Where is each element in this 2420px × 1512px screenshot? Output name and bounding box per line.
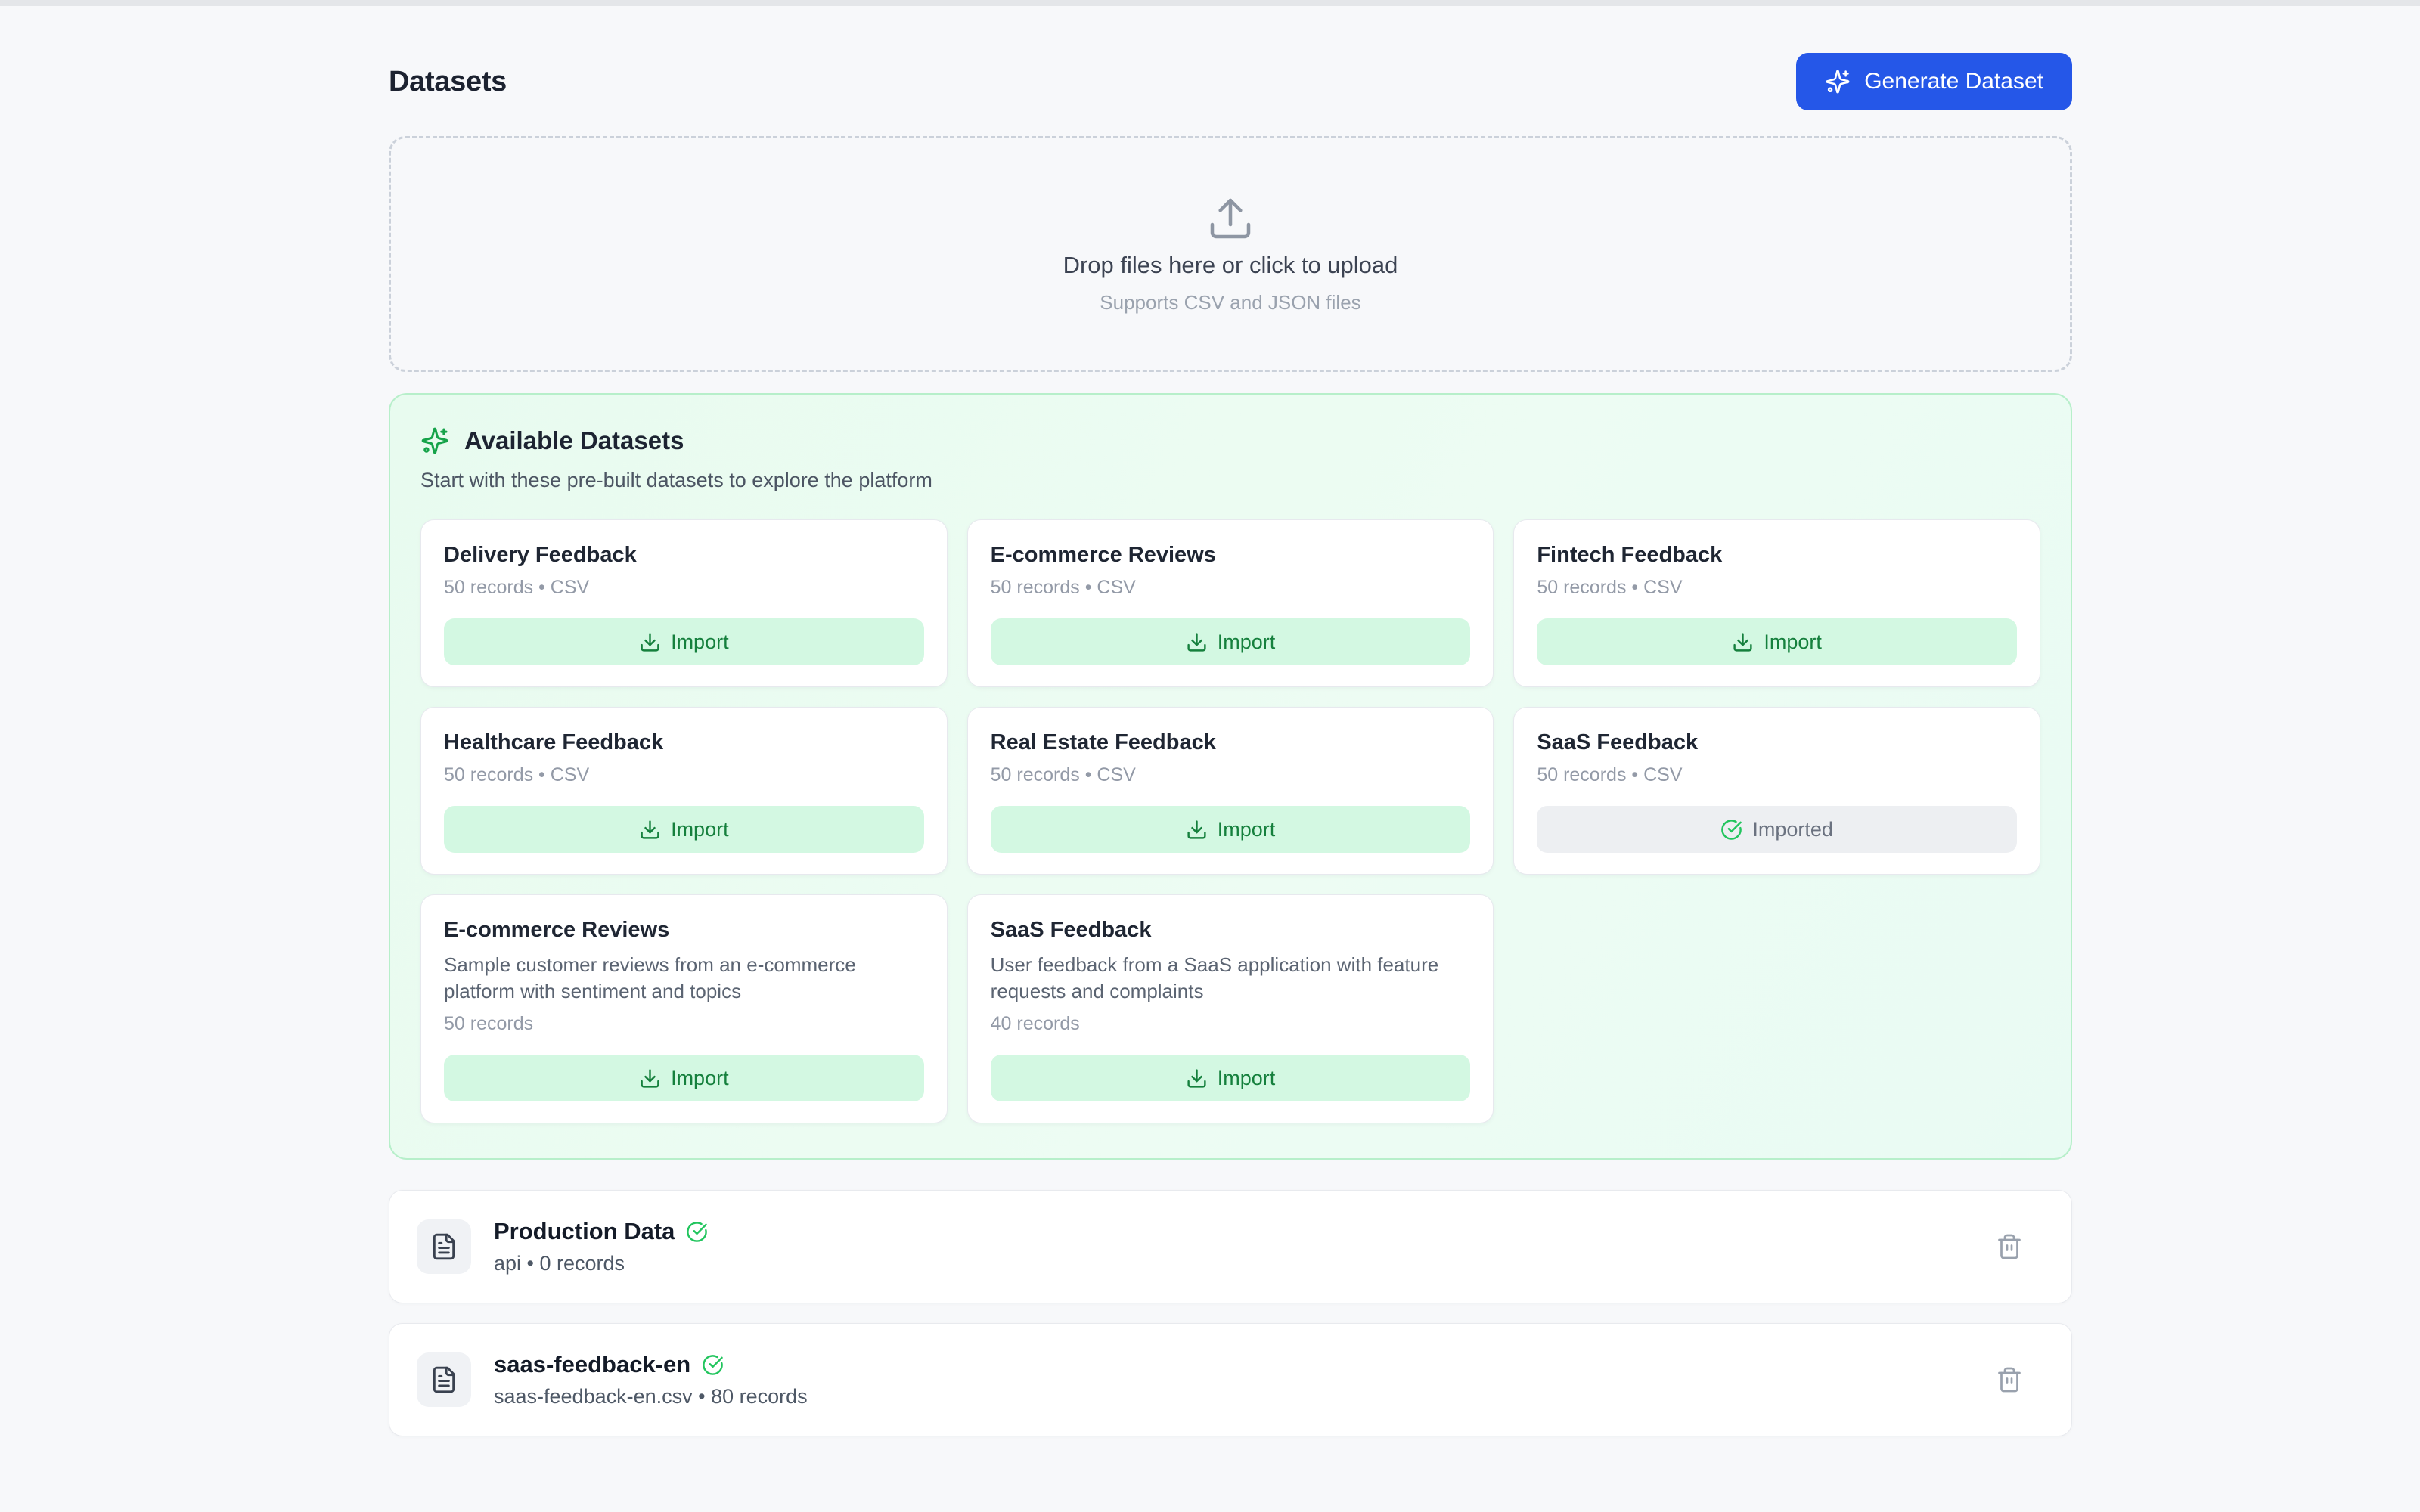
file-dropzone[interactable]: Drop files here or click to upload Suppo…: [389, 136, 2072, 372]
dataset-card-title: E-commerce Reviews: [444, 918, 670, 942]
import-label: Import: [671, 817, 729, 841]
download-icon: [1186, 631, 1208, 653]
dataset-card: E-commerce Reviews 50 records • CSV Import: [966, 519, 1494, 687]
dataset-card-title: SaaS Feedback: [1537, 730, 1699, 754]
import-button[interactable]: Import: [444, 1055, 924, 1102]
dataset-card-title: Real Estate Feedback: [990, 730, 1216, 754]
dataset-list: Production Data api • 0 records saas-feedb…: [389, 1190, 2072, 1459]
dataset-card: E-commerce Reviews Sample customer review…: [420, 894, 948, 1124]
import-button[interactable]: Import: [444, 618, 924, 665]
download-icon: [1186, 819, 1208, 841]
file-icon: [417, 1352, 471, 1408]
trash-icon: [1996, 1233, 2023, 1260]
download-icon: [639, 1067, 661, 1089]
dataset-card-meta: 50 records • CSV: [1537, 764, 1683, 785]
dropzone-title: Drop files here or click to upload: [1063, 251, 1398, 278]
check-circle-icon: [702, 1354, 724, 1376]
generate-dataset-button[interactable]: Generate Dataset: [1796, 53, 2072, 110]
dataset-card-meta: 50 records • CSV: [990, 764, 1136, 785]
dataset-card: Healthcare Feedback 50 records • CSV Impor…: [420, 707, 948, 875]
import-label: Import: [671, 630, 729, 653]
dataset-card-description: User feedback from a SaaS application wi…: [990, 953, 1439, 1002]
dataset-card: Real Estate Feedback 50 records • CSV Impo…: [966, 707, 1494, 875]
available-datasets-title: Available Datasets: [464, 426, 684, 454]
imported-label: Imported: [1752, 817, 1833, 841]
import-label: Import: [671, 1066, 729, 1089]
upload-icon: [1206, 194, 1255, 243]
dataset-row-text: Production Data api • 0 records: [494, 1218, 708, 1275]
dataset-card-meta: 50 records • CSV: [1537, 577, 1683, 598]
dataset-card-meta: 50 records • CSV: [444, 577, 590, 598]
file-icon: [417, 1219, 471, 1275]
dataset-card: Delivery Feedback 50 records • CSV Import: [420, 519, 948, 687]
available-datasets-panel: Available Datasets Start with these pre-…: [389, 393, 2072, 1160]
import-label: Import: [1764, 630, 1822, 653]
dataset-card-meta: 50 records: [444, 1013, 534, 1035]
dataset-card-title: SaaS Feedback: [990, 918, 1152, 942]
dataset-card-meta: 50 records • CSV: [444, 764, 590, 785]
import-button[interactable]: Import: [990, 618, 1471, 665]
download-icon: [639, 819, 661, 841]
dataset-card-title: Delivery Feedback: [444, 543, 637, 567]
imported-status-button: Imported: [1537, 806, 2017, 853]
dataset-row[interactable]: Production Data api • 0 records: [389, 1190, 2072, 1304]
available-datasets-grid: Delivery Feedback 50 records • CSV Import E…: [420, 519, 2040, 1124]
page-title: Datasets: [389, 65, 507, 98]
import-button[interactable]: Import: [990, 806, 1471, 853]
dataset-name: saas-feedback-en: [494, 1351, 691, 1378]
dropzone-subtitle: Supports CSV and JSON files: [1100, 290, 1361, 314]
available-datasets-header: Available Datasets: [420, 426, 2040, 455]
dataset-card: Fintech Feedback 50 records • CSV Import: [1513, 519, 2040, 687]
dataset-row[interactable]: saas-feedback-en saas-feedback-en.csv • 8…: [389, 1323, 2072, 1437]
dataset-card-description: Sample customer reviews from an e-commer…: [444, 953, 856, 1002]
generate-dataset-label: Generate Dataset: [1864, 69, 2043, 94]
dataset-row-text: saas-feedback-en saas-feedback-en.csv • 8…: [494, 1351, 808, 1408]
dataset-row-name-row: Production Data: [494, 1218, 708, 1245]
import-button[interactable]: Import: [444, 806, 924, 853]
dataset-card: SaaS Feedback User feedback from a SaaS a…: [966, 894, 1494, 1124]
top-divider: [0, 0, 2420, 6]
dataset-card-title: Fintech Feedback: [1537, 543, 1723, 567]
dataset-card-meta: 40 records: [990, 1013, 1080, 1035]
dataset-name: Production Data: [494, 1218, 675, 1245]
dataset-card: SaaS Feedback 50 records • CSV Imported: [1513, 707, 2040, 875]
dataset-card-meta: 50 records • CSV: [990, 577, 1136, 598]
import-label: Import: [1217, 817, 1276, 841]
import-label: Import: [1217, 630, 1276, 653]
delete-dataset-button[interactable]: [1990, 1227, 2029, 1266]
trash-icon: [1996, 1366, 2023, 1393]
dataset-row-name-row: saas-feedback-en: [494, 1351, 808, 1378]
check-circle-icon: [686, 1221, 708, 1243]
dataset-card-title: E-commerce Reviews: [990, 543, 1216, 567]
available-datasets-subtitle: Start with these pre-built datasets to e…: [420, 469, 932, 491]
download-icon: [1186, 1067, 1208, 1089]
import-button[interactable]: Import: [990, 1055, 1471, 1102]
import-label: Import: [1217, 1066, 1276, 1089]
page-header: Datasets Generate Dataset: [389, 53, 2072, 110]
dataset-card-title: Healthcare Feedback: [444, 730, 664, 754]
delete-dataset-button[interactable]: [1990, 1360, 2029, 1399]
dataset-meta: api • 0 records: [494, 1252, 625, 1275]
sparkles-icon: [420, 426, 449, 455]
dataset-meta: saas-feedback-en.csv • 80 records: [494, 1385, 808, 1408]
download-icon: [1732, 631, 1754, 653]
download-icon: [639, 631, 661, 653]
sparkles-icon: [1825, 69, 1851, 94]
datasets-page: Datasets Generate Dataset Drop files her…: [389, 53, 2072, 1459]
check-circle-icon: [1720, 819, 1742, 841]
import-button[interactable]: Import: [1537, 618, 2017, 665]
